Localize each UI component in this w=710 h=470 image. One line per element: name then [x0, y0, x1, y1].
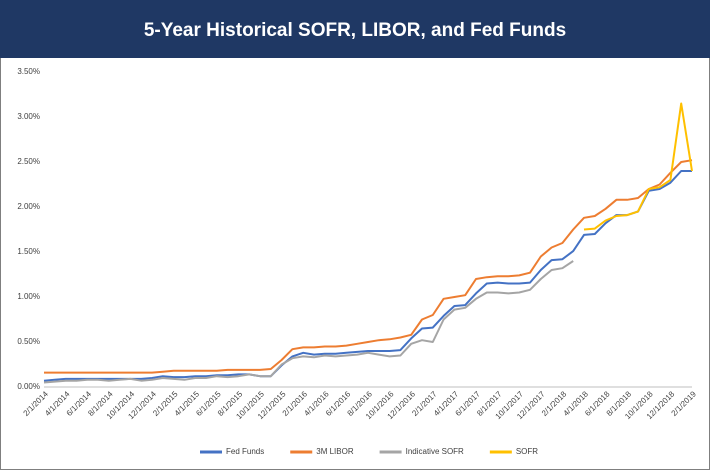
- y-tick-label: 2.00%: [17, 202, 40, 211]
- y-tick-label: 0.50%: [17, 337, 40, 346]
- title-bar: [0, 0, 710, 58]
- series-line: [43, 260, 574, 384]
- series-line: [43, 170, 692, 382]
- series-line: [44, 159, 693, 374]
- y-tick-label: 0.00%: [17, 382, 40, 391]
- y-tick-label: 1.50%: [17, 247, 40, 256]
- legend-label: Fed Funds: [226, 447, 264, 456]
- y-tick-label: 2.50%: [17, 157, 40, 166]
- y-tick-label: 1.00%: [17, 292, 40, 301]
- chart-title: 5-Year Historical SOFR, LIBOR, and Fed F…: [144, 20, 566, 41]
- legend-label: 3M LIBOR: [316, 447, 354, 456]
- y-tick-label: 3.50%: [17, 67, 40, 76]
- series-line: [583, 102, 693, 231]
- legend-label: Indicative SOFR: [406, 447, 464, 456]
- legend-label: SOFR: [516, 447, 538, 456]
- y-tick-label: 3.00%: [17, 112, 40, 121]
